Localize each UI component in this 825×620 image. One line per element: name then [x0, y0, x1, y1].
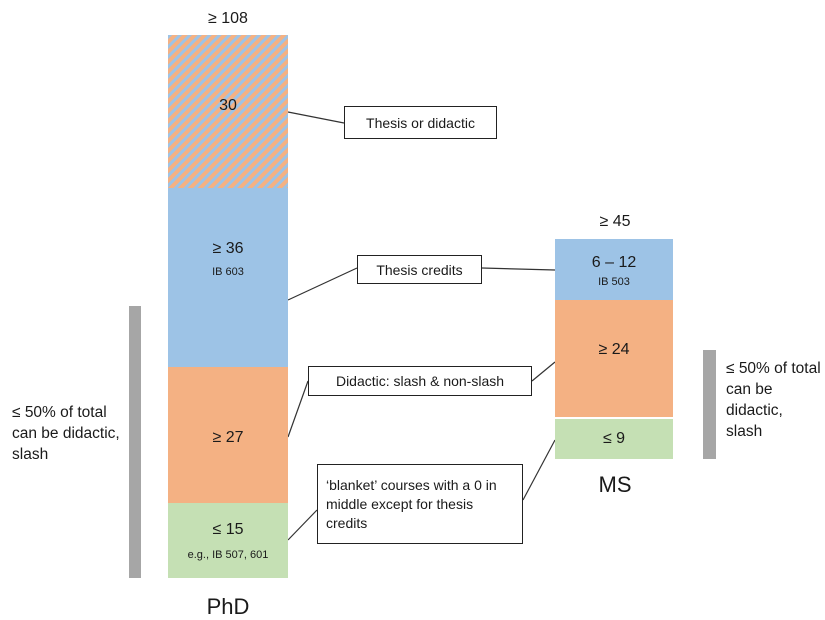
- phd-thesis-or-didactic-value: 30: [219, 96, 237, 114]
- callout-thesis-credits: Thesis credits: [357, 255, 482, 284]
- ms-didactic-limit-note: ≤ 50% of total can be didactic, slash: [726, 360, 821, 440]
- phd-thesis-course: IB 603: [212, 265, 244, 278]
- ms-segment-blanket: ≤ 9: [555, 419, 673, 459]
- callout-blanket: ‘blanket’ courses with a 0 in middle exc…: [317, 464, 523, 544]
- phd-didactic-limit-note: ≤ 50% of total can be didactic, slash: [12, 404, 120, 463]
- callout-thesis-or-didactic: Thesis or didactic: [344, 106, 497, 139]
- ms-thesis-value: 6 – 12: [591, 253, 637, 271]
- ms-column-label: MS: [598, 472, 632, 497]
- ms-didactic-limit-bracket: [703, 350, 716, 459]
- phd-segment-thesis: ≥ 36 IB 603: [168, 188, 288, 367]
- line-blanket-ms: [522, 439, 556, 501]
- phd-thesis-value: ≥ 36: [212, 239, 244, 257]
- phd-segment-didactic: ≥ 27: [168, 367, 288, 503]
- phd-didactic-value: ≥ 27: [212, 429, 244, 446]
- phd-blanket-value: ≤ 15: [212, 520, 244, 538]
- line-thesis-or-didactic: [287, 111, 345, 124]
- line-thesis-phd: [287, 267, 358, 301]
- line-didactic-phd: [287, 380, 309, 438]
- line-thesis-ms: [481, 267, 556, 271]
- callout-didactic: Didactic: slash & non-slash: [308, 366, 532, 396]
- phd-column-label: PhD: [206, 594, 250, 619]
- ms-segment-didactic: ≥ 24: [555, 300, 673, 417]
- ms-thesis-course: IB 503: [598, 275, 630, 288]
- phd-segment-thesis-or-didactic-hatch: [168, 35, 288, 188]
- phd-didactic-limit-bracket: [129, 306, 141, 578]
- ms-blanket-value: ≤ 9: [602, 430, 626, 447]
- phd-blanket-course: e.g., IB 507, 601: [187, 548, 269, 561]
- phd-total: ≥ 108: [208, 10, 248, 27]
- line-blanket-phd: [287, 509, 318, 541]
- phd-segment-blanket: ≤ 15 e.g., IB 507, 601: [168, 503, 288, 578]
- ms-segment-thesis: 6 – 12 IB 503: [555, 239, 673, 300]
- line-didactic-ms: [531, 361, 556, 382]
- ms-total: ≥ 45: [599, 213, 631, 230]
- phd-segment-thesis-or-didactic: 30: [168, 35, 288, 188]
- ms-didactic-value: ≥ 24: [598, 340, 630, 358]
